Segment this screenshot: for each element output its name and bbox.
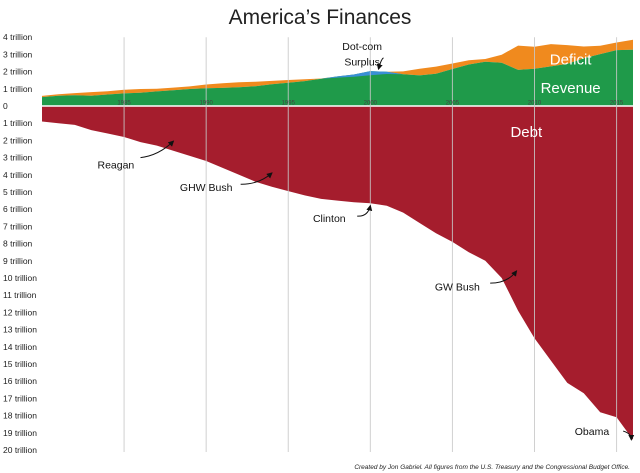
x-tick-label: 2010	[528, 101, 542, 107]
annotation-label: Obama	[575, 426, 610, 438]
annotation-label: Dot-com	[342, 41, 382, 53]
y-tick-label: 18 trillion	[3, 411, 37, 421]
annotation-label: GHW Bush	[180, 182, 233, 194]
y-tick-label: 7 trillion	[3, 221, 33, 231]
obama-arrow	[623, 430, 635, 441]
y-tick-label: 4 trillion	[3, 170, 33, 180]
y-tick-label: 19 trillion	[3, 428, 37, 438]
ghwbush-arrow	[240, 172, 273, 185]
gwbush-arrow	[490, 270, 518, 284]
y-tick-label: 13 trillion	[3, 325, 37, 335]
annotation-label: Clinton	[313, 213, 346, 225]
y-tick-label: 17 trillion	[3, 393, 37, 403]
y-tick-label: 14 trillion	[3, 342, 37, 352]
y-tick-label: 20 trillion	[3, 445, 37, 455]
series-labels: Deficit Revenue Debt	[510, 52, 600, 141]
y-tick-label: 11 trillion	[3, 290, 37, 300]
x-axis: 1985 1990 1995 2000 2005 2010 2015	[117, 101, 624, 107]
y-tick-label: 0	[3, 101, 8, 111]
y-tick-label: 4 trillion	[3, 32, 33, 42]
y-tick-label: 16 trillion	[3, 376, 37, 386]
chart-gridlines	[123, 37, 618, 452]
debt-area	[42, 106, 633, 440]
revenue-area	[42, 49, 633, 106]
x-tick-label: 1995	[282, 101, 296, 107]
y-tick-label: 15 trillion	[3, 359, 37, 369]
y-tick-label: 2 trillion	[3, 67, 33, 77]
series-label-debt: Debt	[510, 124, 543, 141]
y-tick-label: 1 trillion	[3, 84, 33, 94]
reagan-arrow	[140, 140, 175, 159]
y-tick-label: 1 trillion	[3, 118, 33, 128]
y-tick-label: 5 trillion	[3, 187, 33, 197]
surplus-arrow	[376, 57, 384, 71]
deficit-area	[42, 39, 633, 98]
x-tick-label: 1985	[117, 101, 131, 107]
y-tick-label: 3 trillion	[3, 49, 33, 59]
y-tick-label: 8 trillion	[3, 239, 33, 249]
annotation-label: GW Bush	[435, 282, 480, 294]
annotation-label: Reagan	[97, 159, 134, 171]
chart-credit: Created by Jon Gabriel. All figures from…	[354, 464, 630, 471]
y-tick-label: 3 trillion	[3, 153, 33, 163]
x-tick-label: 2005	[446, 101, 460, 107]
y-tick-label: 2 trillion	[3, 135, 33, 145]
y-tick-label: 9 trillion	[3, 256, 33, 266]
chart-title: America’s Finances	[229, 6, 412, 29]
y-axis: 4 trillion 3 trillion 2 trillion 1 trillion…	[3, 32, 37, 455]
annotation-label: Surplus	[344, 56, 380, 68]
x-tick-label: 2015	[610, 101, 624, 107]
series-label-deficit: Deficit	[550, 52, 593, 69]
y-tick-label: 12 trillion	[3, 307, 37, 317]
annotations: Dot-com Surplus Reagan GHW Bush Clinton GW Bu…	[97, 41, 635, 441]
y-tick-label: 6 trillion	[3, 204, 33, 214]
series-label-revenue: Revenue	[541, 80, 601, 97]
clinton-arrow	[357, 204, 373, 217]
x-tick-label: 2000	[364, 101, 378, 107]
x-tick-label: 1990	[199, 101, 213, 107]
y-tick-label: 10 trillion	[3, 273, 37, 283]
